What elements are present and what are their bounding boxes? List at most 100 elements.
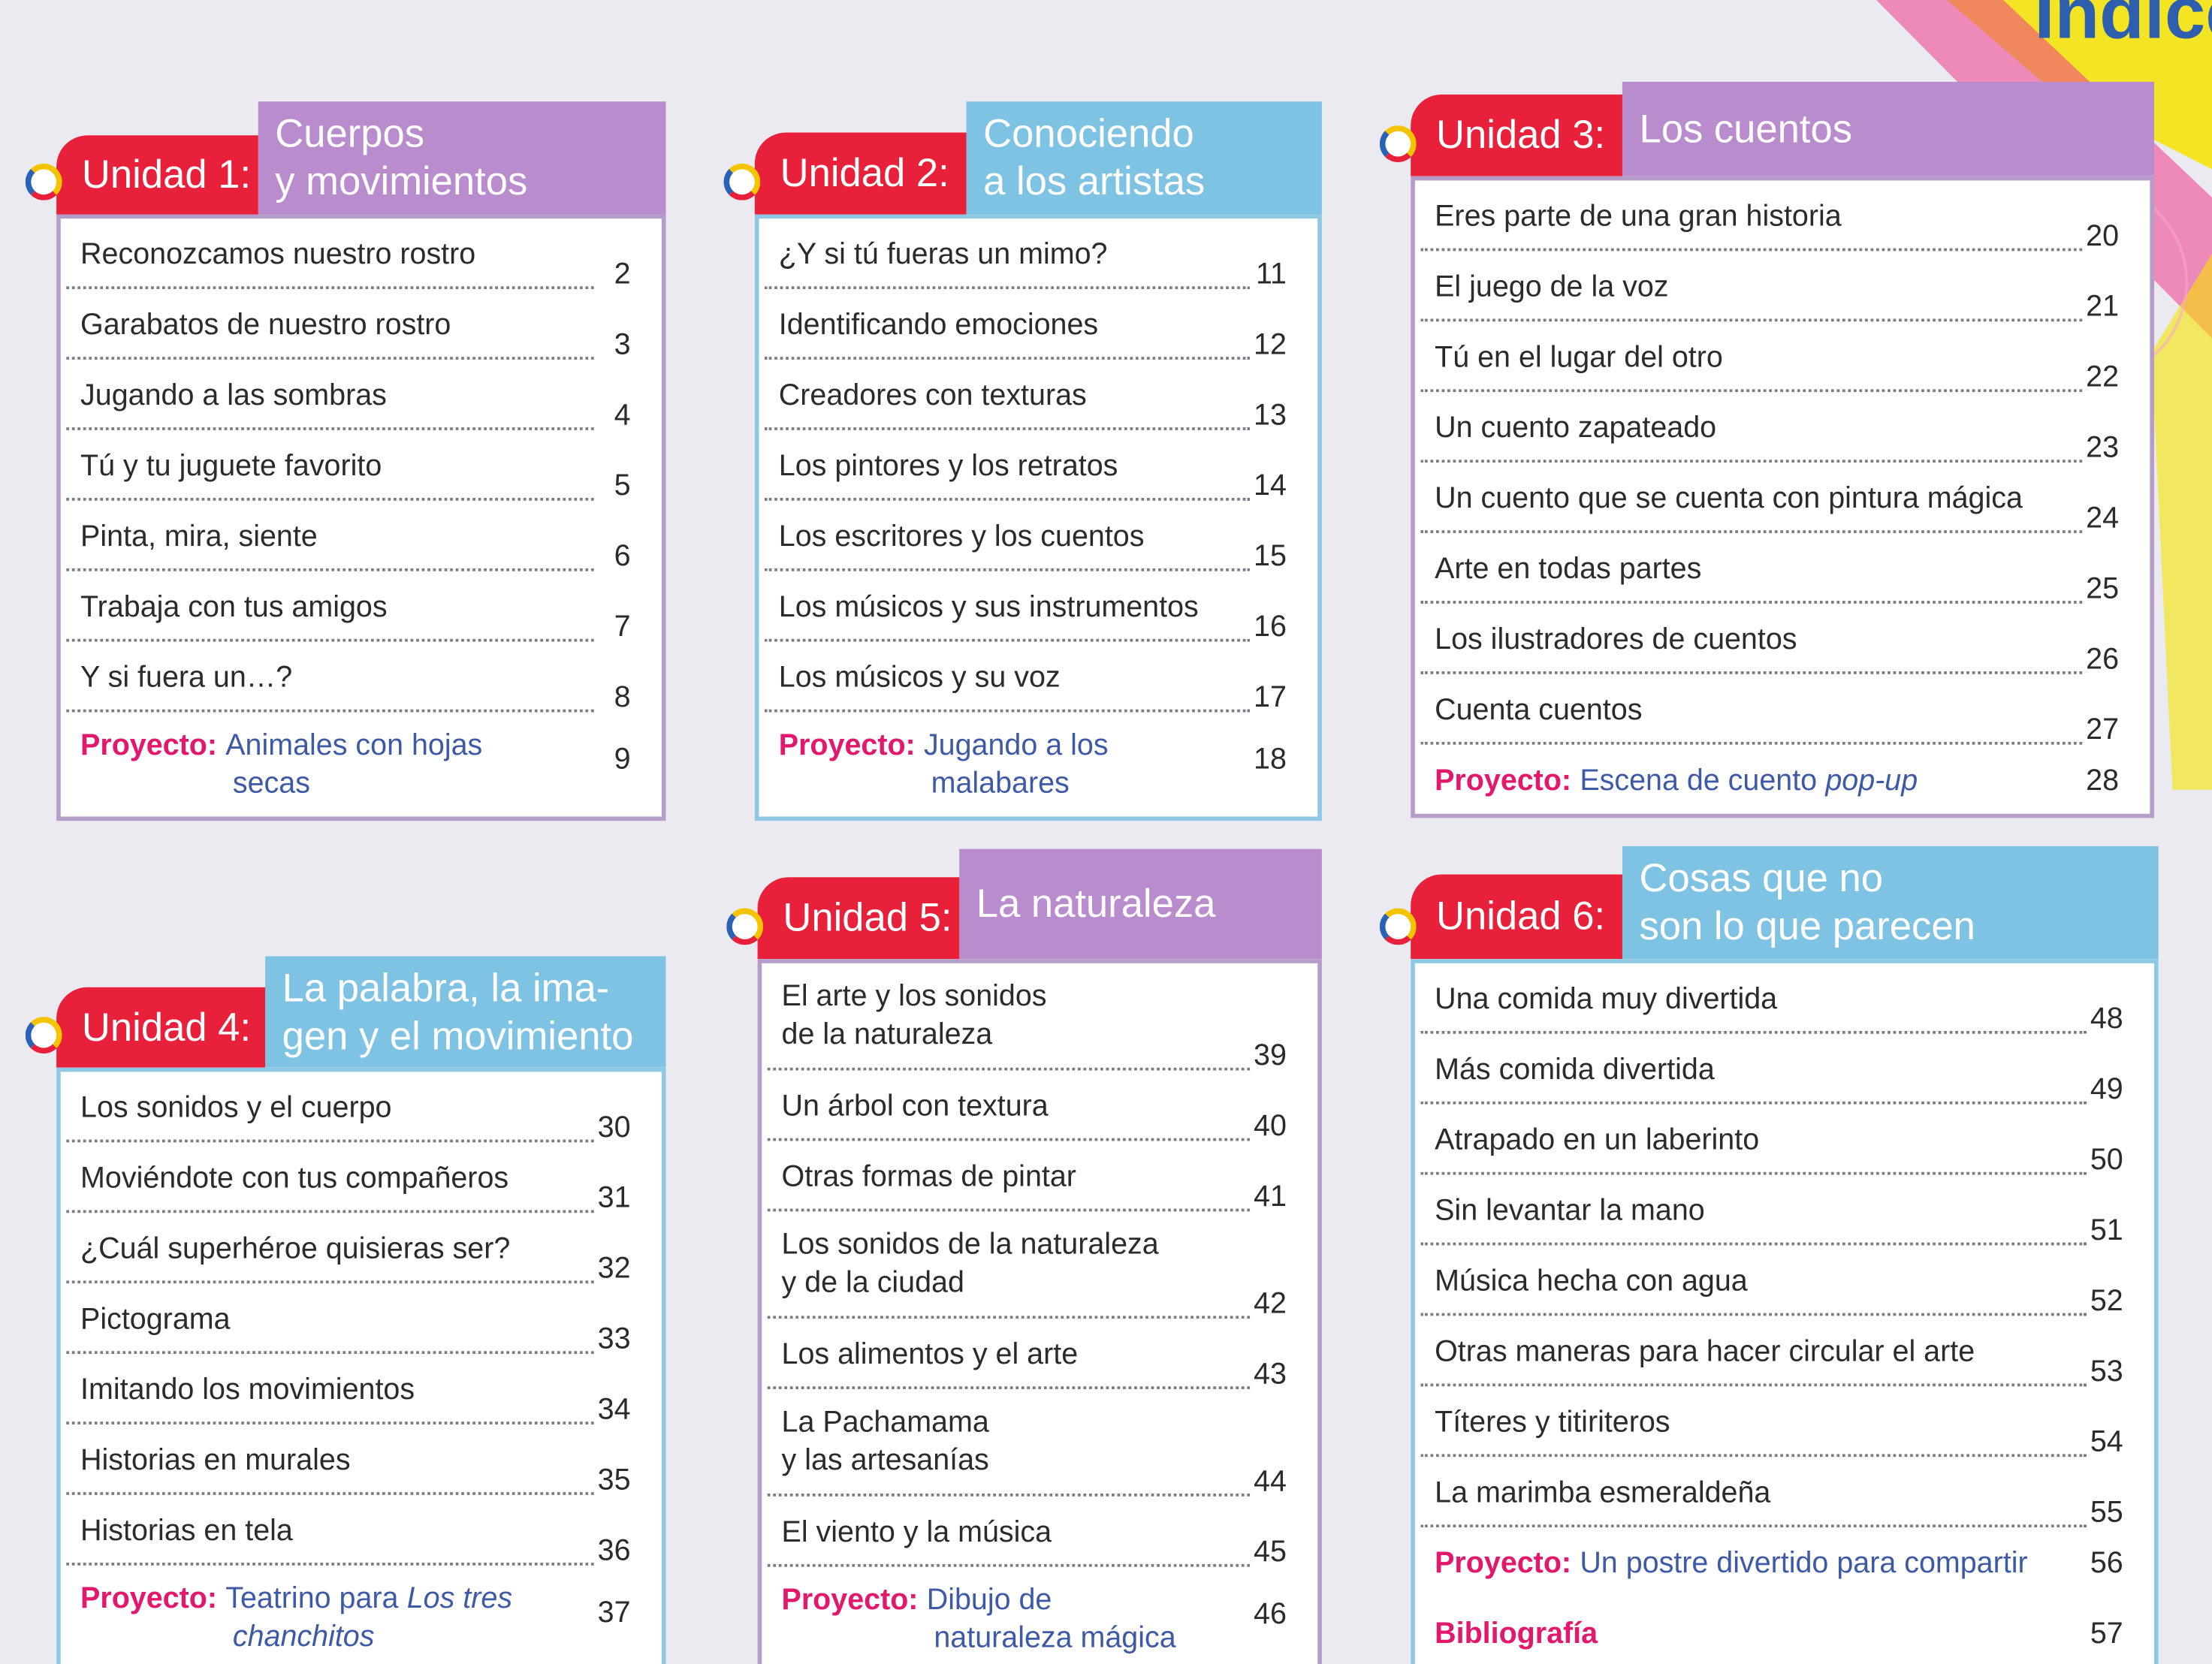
page-number: 36: [597, 1534, 631, 1567]
toc-entry: Reconozcamos nuestro rostro 2: [61, 219, 662, 291]
entry-line: Proyecto: Jugando a los: [779, 726, 1109, 764]
entry-text: Proyecto: Un postre divertido para compar…: [1435, 1545, 2027, 1583]
entry-text: Eres parte de una gran historia: [1435, 197, 1842, 236]
page-number: 35: [597, 1464, 631, 1497]
toc-entry: Imitando los movimientos 34: [61, 1354, 662, 1426]
entry-title: Jugando a las sombras: [80, 379, 387, 412]
dotted-leader: [767, 1316, 1251, 1319]
toc-entry: La Pachamama y las artesanías 44: [762, 1389, 1317, 1498]
toc-entry: Otras formas de pintar 41: [762, 1141, 1317, 1213]
entry-text: Y si fuera un…?: [80, 659, 292, 697]
entry-title-part: naturaleza mágica: [934, 1621, 1176, 1655]
entry-title-part: Animales con hojas: [225, 729, 483, 762]
entry-title: ¿Y si tú fueras un mimo?: [778, 238, 1108, 271]
unit-label-tab: Unidad 2:: [754, 132, 967, 215]
unit-title-tab: La naturaleza: [959, 849, 1322, 960]
entry-text: Otras formas de pintar: [782, 1158, 1076, 1196]
toc-entry: El viento y la música 45: [762, 1497, 1317, 1569]
page-number: 43: [1254, 1358, 1287, 1391]
unit-title-line: Conociendo: [983, 111, 1194, 155]
toc-entry: Eres parte de una gran historia 20: [1415, 180, 2150, 252]
toc-entry: Tú y tu juguete favorito 5: [61, 430, 662, 502]
dotted-leader: [767, 1208, 1251, 1212]
toc-entry: Cuenta cuentos 27: [1415, 674, 2150, 746]
entry-title: Los escritores y los cuentos: [778, 520, 1145, 553]
entry-title-part: Teatrino para: [225, 1582, 399, 1615]
entry-list: Reconozcamos nuestro rostro 2 Garabatos de…: [56, 214, 666, 821]
entry-text: Los escritores y los cuentos: [779, 517, 1145, 556]
toc-entry: Un cuento zapateado 23: [1415, 392, 2150, 464]
page-number: 25: [2086, 572, 2120, 605]
entry-text: ¿Cuál superhéroe quisieras ser?: [80, 1230, 510, 1268]
entry-title: El viento y la música: [781, 1516, 1052, 1549]
entry-text: Proyecto: Animales con hojas secas: [80, 726, 482, 802]
page-number: 53: [2090, 1355, 2123, 1388]
page-number: 12: [1254, 328, 1287, 361]
dotted-leader: [764, 638, 1251, 642]
entry-text: Sin levantar la mano: [1435, 1192, 1705, 1230]
page-number: 11: [1255, 258, 1287, 291]
entry-title: Trabaja con tus amigos: [80, 590, 388, 624]
entry-title: Atrapado en un laberinto: [1435, 1123, 1760, 1157]
entry-text: La Pachamama y las artesanías: [782, 1403, 989, 1479]
dotted-leader: [764, 357, 1251, 360]
toc-entry: Proyecto: Escena de cuento pop-up 28: [1415, 745, 2150, 815]
unit-title-tab: Cosas que no son lo que parecen: [1622, 846, 2159, 960]
unit-section: Cuerpos y movimientos Unidad 1: Reconozcamo…: [25, 0, 666, 1664]
toc-entry: El arte y los sonidos de la naturaleza 39: [762, 963, 1317, 1072]
entry-title-part: malabares: [931, 767, 1070, 800]
entry-text: Otras maneras para hacer circular el art…: [1435, 1333, 1975, 1371]
dotted-leader: [1420, 1242, 2087, 1246]
dotted-leader: [767, 1067, 1251, 1071]
entry-title-part: Jugando a los: [923, 729, 1109, 762]
unit-title-tab: La palabra, la ima-gen y el movimiento: [265, 956, 666, 1068]
unit-title-line: Cuerpos: [275, 111, 425, 155]
dotted-leader: [1420, 248, 2083, 252]
page-number: 49: [2090, 1073, 2123, 1106]
page-number: 33: [597, 1322, 631, 1355]
dotted-leader: [1420, 1030, 2087, 1034]
entry-text: Garabatos de nuestro rostro: [80, 306, 451, 345]
entry-title-part: El arte y los sonidos: [781, 980, 1047, 1013]
entry-list: Los sonidos y el cuerpo 30 Moviéndote con …: [56, 1067, 666, 1664]
entry-text: Proyecto: Teatrino para Los tres chanchitos: [80, 1580, 512, 1656]
page-number: 45: [1254, 1536, 1287, 1569]
page-number: 44: [1254, 1465, 1287, 1498]
page-number: 57: [2090, 1617, 2123, 1650]
entry-title: Pinta, mira, siente: [80, 520, 318, 553]
unit-section: Cosas que no son lo que parecen Unidad 6: U…: [1379, 0, 2159, 1664]
entry-title: Historias en murales: [80, 1444, 351, 1477]
entry-text: El viento y la música: [782, 1513, 1052, 1551]
unit-title-line: Los cuentos: [1639, 106, 1853, 151]
unit-title-line: son lo que parecen: [1639, 903, 1975, 948]
entry-text: El juego de la voz: [1435, 268, 1668, 306]
dotted-leader: [767, 1494, 1251, 1497]
dotted-leader: [66, 568, 594, 571]
toc-entry: ¿Y si tú fueras un mimo? 11: [759, 219, 1317, 291]
page-number: 27: [2086, 713, 2120, 746]
entry-text: Los sonidos de la naturaleza y de la ciud…: [782, 1225, 1159, 1301]
unit-title-line: La palabra, la ima-: [282, 965, 610, 1009]
entry-list: El arte y los sonidos de la naturaleza 39 U…: [757, 959, 1322, 1664]
entry-text: Un cuento zapateado: [1435, 409, 1716, 448]
unit-title-line: Cosas que no: [1639, 856, 1884, 900]
page-number: 3: [614, 328, 631, 361]
unit-icon: [723, 163, 761, 200]
toc-entry: Música hecha con agua 52: [1415, 1245, 2154, 1317]
dotted-leader: [66, 427, 594, 430]
entry-text: La marimba esmeraldeña: [1435, 1474, 1770, 1512]
entry-title: Un cuento zapateado: [1435, 411, 1717, 445]
page-number: 22: [2086, 360, 2120, 394]
entry-title-part: Los tres: [406, 1582, 513, 1615]
entry-text: ¿Y si tú fueras un mimo?: [779, 236, 1108, 274]
entry-text: Música hecha con agua: [1435, 1262, 1748, 1301]
toc-entry: Los músicos y su voz 17: [759, 642, 1317, 713]
entry-text: Los ilustradores de cuentos: [1435, 620, 1797, 659]
unit-section: Los cuentos Unidad 3: Eres parte de una gr…: [1379, 0, 2155, 1664]
project-label: Proyecto:: [781, 1584, 919, 1617]
entry-line: Proyecto: Un postre divertido para compar…: [1435, 1545, 2027, 1583]
entry-line: y de la ciudad: [782, 1264, 1159, 1302]
page-number: 16: [1254, 610, 1287, 644]
dotted-leader: [1420, 741, 2083, 745]
